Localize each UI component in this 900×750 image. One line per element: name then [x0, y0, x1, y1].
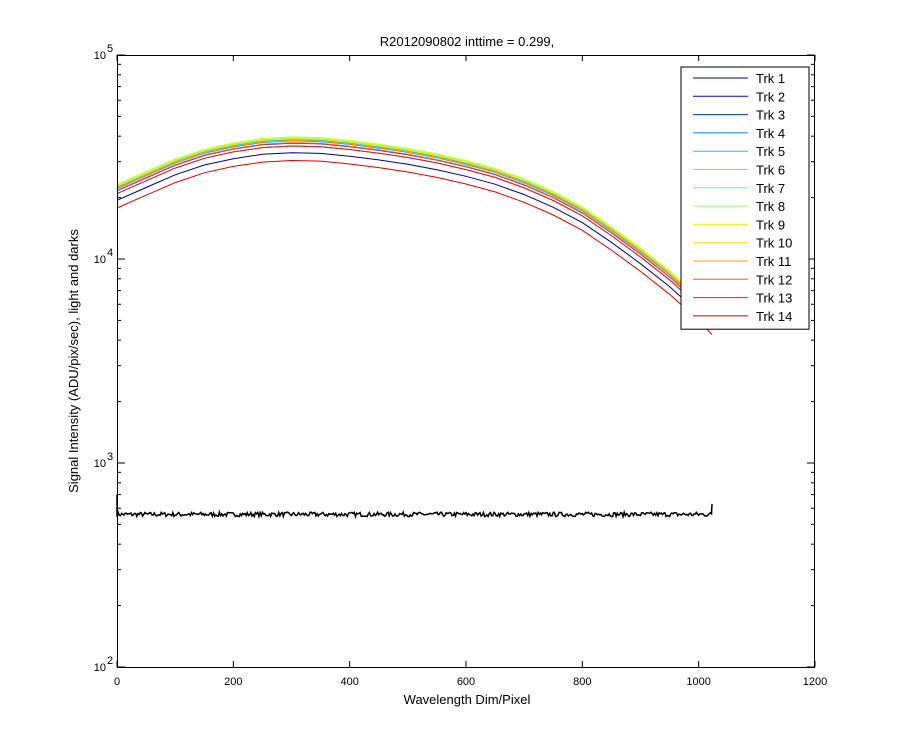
y-axis-label: Signal Intensity (ADU/pix/sec), light an… — [66, 229, 81, 493]
legend-label: Trk 12 — [756, 272, 792, 287]
chart-title: R2012090802 inttime = 0.299, — [380, 34, 555, 49]
legend-label: Trk 13 — [756, 291, 792, 306]
x-axis-label: Wavelength Dim/Pixel — [404, 692, 531, 707]
legend: Trk 1 Trk 2 Trk 3 Trk 4 Trk 5 Trk 6 Trk 7 Trk 8… — [680, 66, 810, 330]
series-line — [116, 139, 713, 315]
legend-label: Trk 9 — [756, 217, 785, 232]
y-tick-label-base: 10 — [94, 50, 106, 62]
legend-label: Trk 3 — [756, 108, 785, 123]
legend-label: Trk 6 — [756, 163, 785, 178]
series-line — [116, 139, 713, 314]
y-tick-label-exponent: 5 — [107, 43, 113, 55]
y-tick-label-exponent: 3 — [107, 451, 113, 463]
y-tick-label-base: 10 — [94, 662, 106, 674]
plot-lines — [116, 136, 713, 520]
x-tick-label: 200 — [224, 676, 242, 688]
series-line — [116, 159, 713, 335]
y-tick-label-base: 10 — [94, 458, 106, 470]
series-line — [116, 152, 713, 328]
legend-label: Trk 5 — [756, 144, 785, 159]
x-tick-label: 800 — [573, 676, 591, 688]
legend-label: Trk 2 — [756, 89, 785, 104]
x-tick-label: 400 — [340, 676, 358, 688]
y-tick-label-base: 10 — [94, 254, 106, 266]
y-tick-label-exponent: 2 — [107, 655, 113, 667]
x-tick-label: 600 — [457, 676, 475, 688]
legend-label: Trk 11 — [756, 254, 791, 269]
series-line — [116, 138, 713, 314]
legend-label: Trk 4 — [756, 126, 785, 141]
series-line — [116, 142, 713, 318]
x-tick-label: 1000 — [686, 676, 710, 688]
legend-label: Trk 8 — [756, 199, 785, 214]
y-tick-label-exponent: 4 — [107, 247, 113, 259]
dark-line — [116, 494, 713, 520]
x-axis: 0 200 400 600 800 1000 1200 — [114, 55, 827, 688]
legend-label: Trk 10 — [756, 236, 792, 251]
legend-label: Trk 14 — [756, 309, 792, 324]
series-line — [116, 145, 713, 321]
series-line — [116, 136, 713, 312]
x-tick-label: 0 — [114, 676, 120, 688]
legend-box — [680, 66, 810, 330]
legend-label: Trk 7 — [756, 181, 785, 196]
legend-label: Trk 1 — [756, 71, 785, 86]
x-tick-label: 1200 — [803, 676, 827, 688]
